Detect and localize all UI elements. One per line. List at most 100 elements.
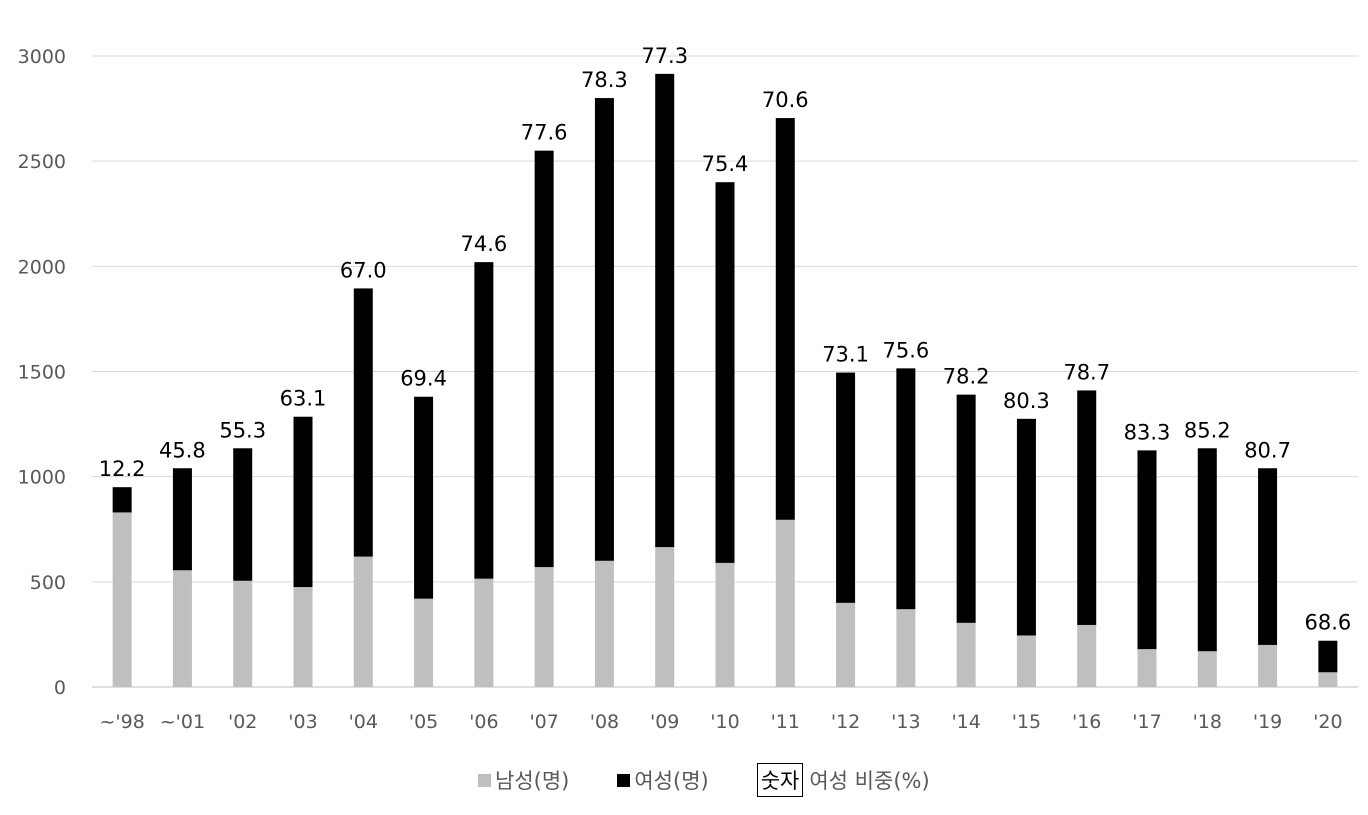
data-label: 69.4 (400, 367, 447, 391)
bar-male (655, 547, 675, 687)
data-label: 83.3 (1124, 420, 1171, 444)
legend-item-male: 남성(명) (478, 765, 569, 795)
bar-female (956, 394, 976, 623)
stacked-bar-chart: 0 500 1000 1500 2000 2500 3000 12.2 45.8 55.3 63.… (18, 44, 1358, 733)
bar-male (1137, 649, 1157, 687)
bar-female (112, 487, 132, 513)
legend-item-female: 여성(명) (617, 765, 709, 795)
data-label: 70.6 (762, 88, 809, 112)
x-tick-label: '19 (1253, 711, 1282, 733)
bar-male (594, 560, 614, 687)
bar-male (233, 580, 253, 687)
x-tick-label: '13 (891, 711, 920, 733)
x-tick-label: '07 (529, 711, 558, 733)
x-tick-label: '06 (469, 711, 498, 733)
data-label: 45.8 (159, 438, 206, 462)
bar-male (293, 587, 313, 687)
legend-label-female: 여성(명) (634, 769, 709, 793)
bar-female (1016, 418, 1036, 636)
x-tick-label: '08 (590, 711, 619, 733)
bar-male (715, 562, 735, 687)
data-label: 85.2 (1184, 418, 1231, 442)
bar-female (293, 416, 313, 588)
y-tick-label: 2000 (18, 256, 66, 278)
bar-female (1318, 640, 1338, 673)
x-tick-label: '03 (288, 711, 317, 733)
y-tick-label: 1000 (18, 467, 66, 489)
bar-female (353, 288, 373, 557)
y-tick-label: 3000 (18, 46, 66, 68)
x-tick-label: '04 (349, 711, 378, 733)
x-tick-label: '18 (1193, 711, 1222, 733)
bar-male (1016, 635, 1036, 687)
x-tick-label: '10 (710, 711, 739, 733)
bar-female (655, 73, 675, 548)
data-label: 78.7 (1063, 360, 1110, 384)
bar-male (1077, 624, 1097, 687)
bar-female (1258, 468, 1278, 645)
y-tick-label: 0 (54, 677, 66, 699)
data-label: 80.7 (1244, 438, 1291, 462)
legend-item-ratio: 숫자 여성 비중(%) (756, 763, 930, 797)
bar-male (534, 567, 554, 687)
x-tick-label: '12 (831, 711, 860, 733)
data-label: 77.6 (521, 121, 568, 145)
data-label: 77.3 (641, 44, 688, 68)
bar-female (594, 98, 614, 561)
y-tick-label: 1500 (18, 362, 66, 384)
data-label: 80.3 (1003, 389, 1050, 413)
bars (112, 73, 1338, 687)
y-axis-ticks: 0 500 1000 1500 2000 2500 3000 (18, 46, 66, 699)
x-tick-label: '14 (951, 711, 980, 733)
bar-female (233, 448, 253, 581)
bar-male (1318, 672, 1338, 687)
bar-female (1077, 390, 1097, 625)
bar-female (414, 396, 434, 599)
bar-male (353, 556, 373, 687)
data-label: 63.1 (280, 387, 327, 411)
data-label: 55.3 (219, 418, 266, 442)
legend: 남성(명) 여성(명) 숫자 여성 비중(%) (478, 760, 978, 800)
bar-female (172, 468, 192, 571)
x-tick-label: '16 (1072, 711, 1101, 733)
bar-male (836, 602, 856, 687)
x-tick-label: '02 (228, 711, 257, 733)
bar-male (775, 519, 795, 687)
bar-female (715, 182, 735, 563)
data-label: 67.0 (340, 258, 387, 282)
bar-female (896, 368, 916, 610)
bar-female (836, 372, 856, 603)
data-label: 12.2 (99, 457, 146, 481)
bar-female (474, 262, 494, 579)
data-label: 75.4 (702, 152, 749, 176)
data-label: 74.6 (460, 232, 507, 256)
legend-swatch-female (617, 773, 631, 787)
bar-male (474, 578, 494, 687)
bar-female (775, 118, 795, 520)
bar-male (414, 598, 434, 687)
bar-male (1197, 651, 1217, 687)
legend-label-ratio: 여성 비중(%) (809, 769, 930, 793)
x-tick-label: '20 (1313, 711, 1342, 733)
bar-male (112, 512, 132, 687)
bar-male (956, 622, 976, 687)
legend-label-male: 남성(명) (495, 769, 570, 793)
x-tick-label: '11 (771, 711, 800, 733)
data-label: 78.3 (581, 68, 628, 92)
data-label: 75.6 (882, 338, 929, 362)
bar-male (896, 609, 916, 687)
y-tick-label: 2500 (18, 151, 66, 173)
data-label: 68.6 (1304, 611, 1351, 635)
bar-male (172, 570, 192, 687)
data-label: 73.1 (822, 343, 869, 367)
x-tick-label: '17 (1132, 711, 1161, 733)
legend-number-marker: 숫자 (756, 763, 804, 797)
legend-swatch-male (478, 773, 491, 787)
x-tick-label: ~'01 (160, 711, 205, 733)
bar-female (1137, 450, 1157, 650)
x-tick-label: '05 (409, 711, 438, 733)
x-tick-label: ~'98 (99, 711, 144, 733)
x-axis-ticks: ~'98 ~'01 '02 '03 '04 '05 '06 '07 '08 '09 '10 '11 '1… (99, 711, 1342, 733)
y-tick-label: 500 (30, 572, 66, 594)
bar-male (1258, 644, 1278, 687)
